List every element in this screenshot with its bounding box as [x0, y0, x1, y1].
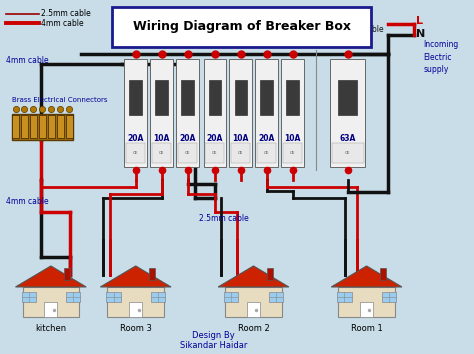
Bar: [107, 292, 120, 302]
Bar: [231, 143, 250, 162]
Bar: [224, 292, 238, 302]
Bar: [66, 292, 80, 302]
Bar: [21, 115, 28, 138]
Text: Wiring Diagram of Breaker Box: Wiring Diagram of Breaker Box: [133, 20, 351, 33]
Bar: [360, 302, 373, 317]
Text: 2.5mm cable: 2.5mm cable: [41, 9, 91, 18]
Bar: [12, 114, 73, 140]
Text: CE: CE: [238, 151, 244, 155]
Text: 10A: 10A: [154, 133, 170, 143]
Bar: [64, 268, 70, 280]
Bar: [235, 80, 247, 115]
FancyBboxPatch shape: [330, 58, 365, 167]
Bar: [209, 80, 221, 115]
Text: CE: CE: [159, 151, 164, 155]
Text: Brass Electrical Connectors: Brass Electrical Connectors: [12, 97, 107, 103]
Bar: [178, 143, 197, 162]
Text: CE: CE: [212, 151, 218, 155]
FancyBboxPatch shape: [203, 58, 226, 167]
Bar: [286, 80, 299, 115]
Bar: [48, 115, 55, 138]
Text: Incoming
Electric
supply: Incoming Electric supply: [423, 40, 458, 74]
Text: CE: CE: [185, 151, 190, 155]
Polygon shape: [331, 266, 402, 287]
Bar: [129, 80, 142, 115]
Text: 10A: 10A: [233, 133, 249, 143]
Bar: [338, 287, 395, 317]
Text: Sikandar Haidar: Sikandar Haidar: [180, 341, 247, 350]
Text: L: L: [416, 16, 423, 25]
Polygon shape: [100, 266, 171, 287]
Bar: [149, 268, 155, 280]
Text: 4mm cable: 4mm cable: [41, 19, 84, 28]
Bar: [57, 115, 64, 138]
FancyBboxPatch shape: [255, 58, 278, 167]
Bar: [338, 80, 357, 115]
Bar: [261, 80, 273, 115]
Text: Room 3: Room 3: [120, 324, 152, 333]
Bar: [380, 268, 386, 280]
Text: 6mm cable: 6mm cable: [341, 25, 383, 34]
FancyBboxPatch shape: [112, 7, 371, 47]
Text: 20A: 20A: [179, 133, 196, 143]
Text: 4mm cable: 4mm cable: [6, 56, 49, 65]
Text: 20A: 20A: [258, 133, 275, 143]
Bar: [382, 292, 396, 302]
Text: CE: CE: [345, 151, 350, 155]
Text: 4mm cable: 4mm cable: [6, 196, 49, 206]
FancyBboxPatch shape: [176, 58, 199, 167]
Text: kitchen: kitchen: [35, 324, 66, 333]
Text: Room 1: Room 1: [351, 324, 383, 333]
Text: CE: CE: [133, 151, 138, 155]
Polygon shape: [218, 266, 289, 287]
FancyBboxPatch shape: [281, 58, 304, 167]
Bar: [257, 143, 276, 162]
Bar: [205, 143, 224, 162]
Bar: [181, 80, 194, 115]
Text: CE: CE: [290, 151, 295, 155]
Bar: [129, 302, 142, 317]
Text: Room 2: Room 2: [237, 324, 269, 333]
Bar: [247, 302, 260, 317]
Bar: [267, 268, 273, 280]
Text: 4mm cable: 4mm cable: [159, 34, 202, 43]
Bar: [30, 115, 36, 138]
Text: CE: CE: [264, 151, 269, 155]
Bar: [44, 302, 57, 317]
Bar: [225, 287, 282, 317]
Bar: [337, 292, 352, 302]
Bar: [39, 115, 46, 138]
FancyBboxPatch shape: [124, 58, 147, 167]
Text: 20A: 20A: [207, 133, 223, 143]
Polygon shape: [16, 266, 86, 287]
Text: 20A: 20A: [128, 133, 144, 143]
Bar: [23, 287, 79, 317]
Text: Design By: Design By: [192, 331, 235, 340]
Bar: [152, 143, 171, 162]
Bar: [126, 143, 145, 162]
Bar: [269, 292, 283, 302]
FancyBboxPatch shape: [150, 58, 173, 167]
Text: 10A: 10A: [284, 133, 301, 143]
Bar: [12, 115, 19, 138]
Bar: [151, 292, 165, 302]
Bar: [332, 143, 364, 162]
Bar: [22, 292, 36, 302]
Bar: [283, 143, 302, 162]
Text: N: N: [416, 29, 425, 39]
FancyBboxPatch shape: [229, 58, 252, 167]
Bar: [66, 115, 73, 138]
Text: 2.5mm cable: 2.5mm cable: [199, 214, 249, 223]
Text: 63A: 63A: [339, 133, 356, 143]
Bar: [108, 287, 164, 317]
Bar: [155, 80, 168, 115]
